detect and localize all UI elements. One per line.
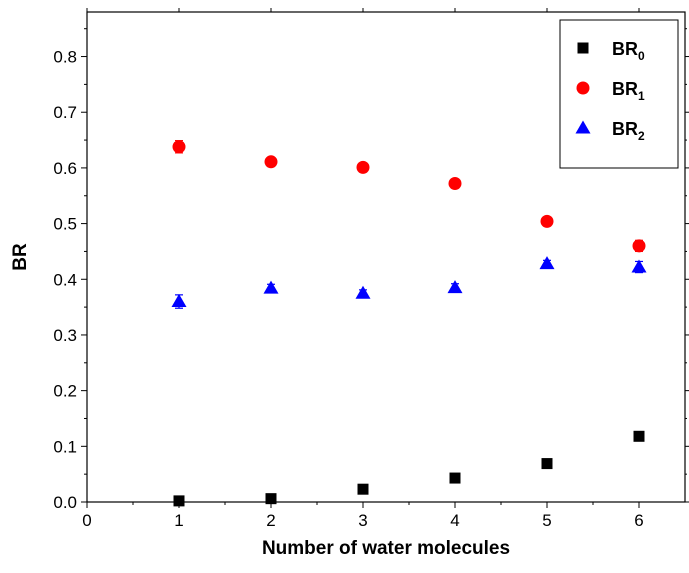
- legend-label: BR2: [612, 119, 645, 143]
- y-tick-label: 0.0: [53, 493, 77, 512]
- legend-marker: [576, 81, 590, 95]
- y-tick-label: 0.2: [53, 382, 77, 401]
- y-tick-label: 0.1: [53, 437, 77, 456]
- x-axis-title: Number of water molecules: [262, 538, 510, 559]
- data-point: [173, 495, 185, 507]
- data-point: [631, 259, 647, 273]
- data-point: [264, 155, 278, 169]
- x-tick-label: 2: [266, 511, 275, 530]
- legend: BR0 BR1 BR2: [559, 19, 679, 169]
- plot-frame: [86, 11, 686, 503]
- y-tick-label: 0.3: [53, 326, 77, 345]
- data-point: [632, 239, 646, 253]
- data-point: [357, 483, 369, 495]
- data-point: [449, 472, 461, 484]
- y-tick-label: 0.5: [53, 215, 77, 234]
- data-point: [265, 493, 277, 505]
- data-point: [448, 177, 462, 190]
- data-point: [263, 280, 279, 294]
- y-axis-title: BR: [10, 243, 31, 271]
- x-tick-label: 4: [450, 511, 459, 530]
- series-br1: [172, 140, 646, 253]
- data-point: [633, 430, 645, 442]
- y-axis: 0.0 0.1 0.2 0.3 0.4 0.5 0.6 0.7 0.8: [53, 28, 689, 512]
- y-tick-label: 0.6: [53, 159, 77, 178]
- data-point: [355, 285, 371, 299]
- y-tick-label: 0.8: [53, 48, 77, 67]
- y-tick-label: 0.4: [53, 270, 77, 289]
- data-point: [541, 458, 553, 470]
- data-point: [539, 256, 555, 270]
- data-point: [540, 214, 554, 228]
- x-tick-label: 0: [82, 511, 91, 530]
- series-br0: [173, 430, 645, 507]
- legend-label: BR1: [612, 79, 645, 103]
- legend-label: BR0: [612, 39, 645, 63]
- x-tick-label: 6: [634, 511, 643, 530]
- legend-marker: [577, 42, 589, 54]
- x-tick-label: 3: [358, 511, 367, 530]
- data-point: [171, 294, 187, 308]
- y-tick-label: 0.7: [53, 103, 77, 122]
- data-points: [171, 140, 647, 507]
- data-point: [356, 160, 370, 174]
- x-axis: 0 1 2 3 4 5 6: [82, 8, 644, 530]
- data-point: [172, 140, 186, 154]
- data-point: [447, 280, 463, 294]
- series-br2: [171, 256, 647, 309]
- legend-marker: [575, 120, 591, 134]
- x-tick-label: 1: [174, 511, 183, 530]
- x-tick-label: 5: [542, 511, 551, 530]
